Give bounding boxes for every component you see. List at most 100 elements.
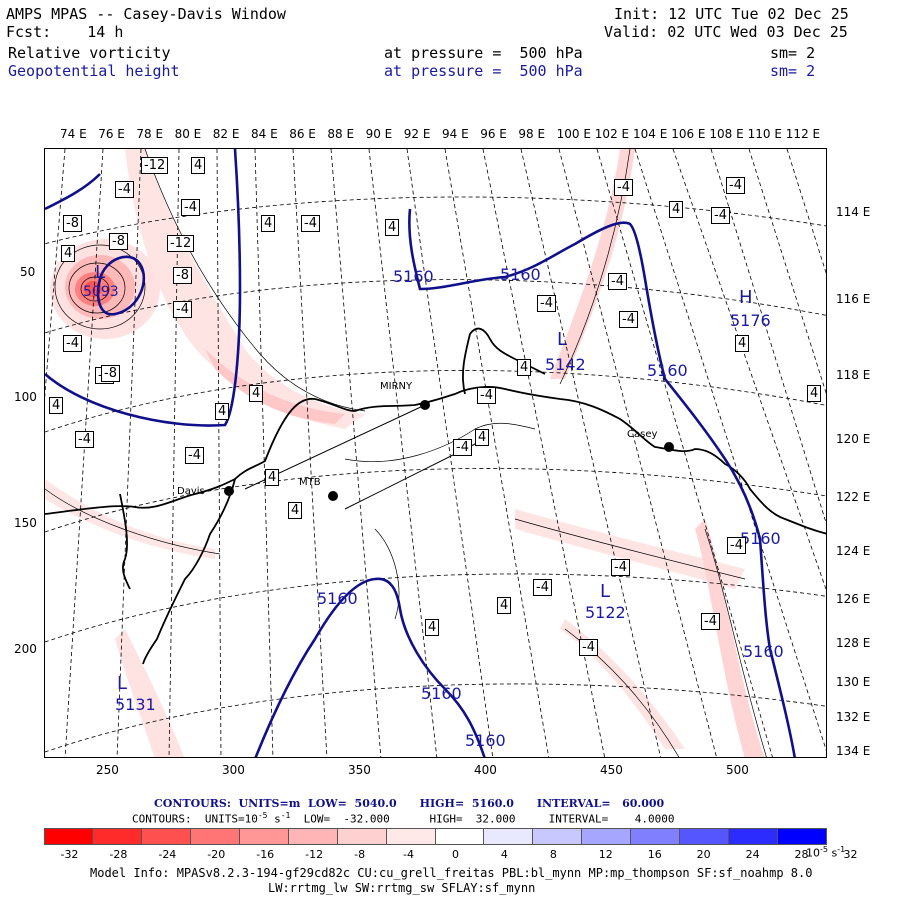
colorbar-cell <box>386 828 436 845</box>
vorticity-value-box: -4 <box>608 273 627 290</box>
cbar-unit-exp: -5 <box>820 845 828 854</box>
station-davis: Davis <box>177 486 205 497</box>
right-lon-label: 122 E <box>836 490 871 504</box>
left-tick-label: 50 <box>20 265 36 279</box>
top-lon-label: 104 E <box>633 127 668 141</box>
vort-info-exp2: -1 <box>280 811 291 820</box>
vort-info-c: LOW= -32.000 HIGH= 32.000 INTERVAL= 4.00… <box>290 812 675 826</box>
bottom-tick-label: 450 <box>600 763 623 777</box>
height-contours <box>45 149 796 757</box>
vorticity-value-box: -4 <box>611 559 630 576</box>
vorticity-value-box: -4 <box>453 439 472 456</box>
low-value: 5122 <box>585 603 626 622</box>
colorbar-cell <box>337 828 387 845</box>
bottom-tick-label: 350 <box>348 763 371 777</box>
right-lon-label: 130 E <box>836 675 871 689</box>
vorticity-value-box: 4 <box>249 385 264 402</box>
map-svg <box>45 149 826 757</box>
low-marker: L <box>117 673 128 694</box>
field1-level: at pressure = 500 hPa <box>384 44 583 62</box>
right-lon-label: 120 E <box>836 432 871 446</box>
height-label: 5160 <box>317 589 358 608</box>
left-tick-label: 100 <box>14 390 37 404</box>
field2-level: at pressure = 500 hPa <box>384 62 583 80</box>
colorbar-tick-label: 32 <box>843 848 858 861</box>
forecast-hour: Fcst: 14 h <box>6 23 124 41</box>
colorbar-tick-label: 20 <box>696 848 711 861</box>
colorbar-cell <box>582 828 632 845</box>
cbar-unit-exp2: -1 <box>837 845 846 854</box>
height-label: 5160 <box>393 267 434 286</box>
vorticity-value-box: 4 <box>385 219 400 236</box>
chart-title: AMPS MPAS -- Casey-Davis Window <box>6 5 286 23</box>
height-label: 5160 <box>740 529 781 548</box>
top-lon-label: 106 E <box>671 127 706 141</box>
top-lon-label: 90 E <box>365 127 393 141</box>
vorticity-value-box: -8 <box>63 215 82 232</box>
height-label: 5160 <box>421 684 462 703</box>
colorbar-cell <box>239 828 289 845</box>
vorticity-value-box: -4 <box>727 537 746 554</box>
field1-name: Relative vorticity <box>8 44 171 62</box>
vorticity-value-box: -4 <box>533 579 552 596</box>
station-mtb: MTB <box>299 477 321 488</box>
vorticity-value-box: -4 <box>711 207 730 224</box>
right-lon-label: 114 E <box>836 205 871 219</box>
model-info-line1: Model Info: MPASv8.2.3-194-gf29cd82c CU:… <box>90 866 813 880</box>
cbar-unit-base: 10 <box>806 846 820 860</box>
vorticity-value-box: -4 <box>726 177 745 194</box>
vorticity-contour-info: CONTOURS: UNITS=10-5 s-1 LOW= -32.000 HI… <box>132 811 674 826</box>
vorticity-value-box: -4 <box>477 387 496 404</box>
right-lon-label: 124 E <box>836 544 871 558</box>
top-lon-label: 76 E <box>98 127 125 141</box>
field2-smoothing: sm= 2 <box>770 62 816 80</box>
colorbar-tick-label: 4 <box>500 848 508 861</box>
left-tick-label: 200 <box>14 642 37 656</box>
height-label: 5160 <box>647 361 688 380</box>
vorticity-value-box: -12 <box>141 157 169 174</box>
colorbar-tick-label: -8 <box>354 848 366 861</box>
vorticity-value-box: 4 <box>191 157 206 174</box>
bottom-tick-label: 250 <box>96 763 119 777</box>
colorbar-tick-label: -4 <box>403 848 414 861</box>
vorticity-value-box: 4 <box>807 385 822 402</box>
vorticity-value-box: -8 <box>101 365 120 382</box>
top-lon-label: 78 E <box>136 127 164 141</box>
top-lon-label: 98 E <box>518 127 546 141</box>
colorbar-cell <box>288 828 338 845</box>
valid-time: Valid: 02 UTC Wed 03 Dec 25 <box>604 23 848 41</box>
height-label: 5160 <box>500 265 541 284</box>
top-lon-label: 84 E <box>251 127 278 141</box>
vorticity-value-box: -4 <box>75 431 94 448</box>
right-lon-label: 118 E <box>836 368 871 382</box>
colorbar-unit: 10-5 s-1 <box>806 845 845 860</box>
cbar-unit-s: s <box>827 846 838 860</box>
top-lon-label: 96 E <box>480 127 507 141</box>
vorticity-value-box: 4 <box>497 597 512 614</box>
colorbar-tick-label: 12 <box>598 848 613 861</box>
colorbar-cell <box>729 828 779 845</box>
right-lon-label: 132 E <box>836 710 871 724</box>
top-lon-label: 110 E <box>747 127 782 141</box>
vorticity-value-box: 4 <box>61 245 76 262</box>
vorticity-value-box: -4 <box>614 179 633 196</box>
vorticity-value-box: -4 <box>301 215 320 232</box>
low-value: 5093 <box>83 284 119 300</box>
colorbar-tick-label: -32 <box>60 848 79 861</box>
vorticity-value-box: 4 <box>265 469 280 486</box>
vorticity-value-box: 4 <box>669 201 684 218</box>
top-lon-label: 88 E <box>327 127 355 141</box>
top-lon-label: 86 E <box>289 127 316 141</box>
vorticity-value-box: -4 <box>619 311 638 328</box>
vorticity-shading <box>45 149 765 757</box>
colorbar-cell <box>44 828 93 845</box>
vort-info-exp: -5 <box>257 811 268 820</box>
top-lon-label: 94 E <box>442 127 469 141</box>
top-lon-label: 80 E <box>174 127 202 141</box>
top-lon-label: 82 E <box>212 127 240 141</box>
low-marker: L <box>600 581 611 602</box>
colorbar-tick-label: -28 <box>109 848 128 861</box>
colorbar-tick-label: 24 <box>745 848 760 861</box>
init-time: Init: 12 UTC Tue 02 Dec 25 <box>614 5 849 23</box>
height-label: 5160 <box>743 642 784 661</box>
